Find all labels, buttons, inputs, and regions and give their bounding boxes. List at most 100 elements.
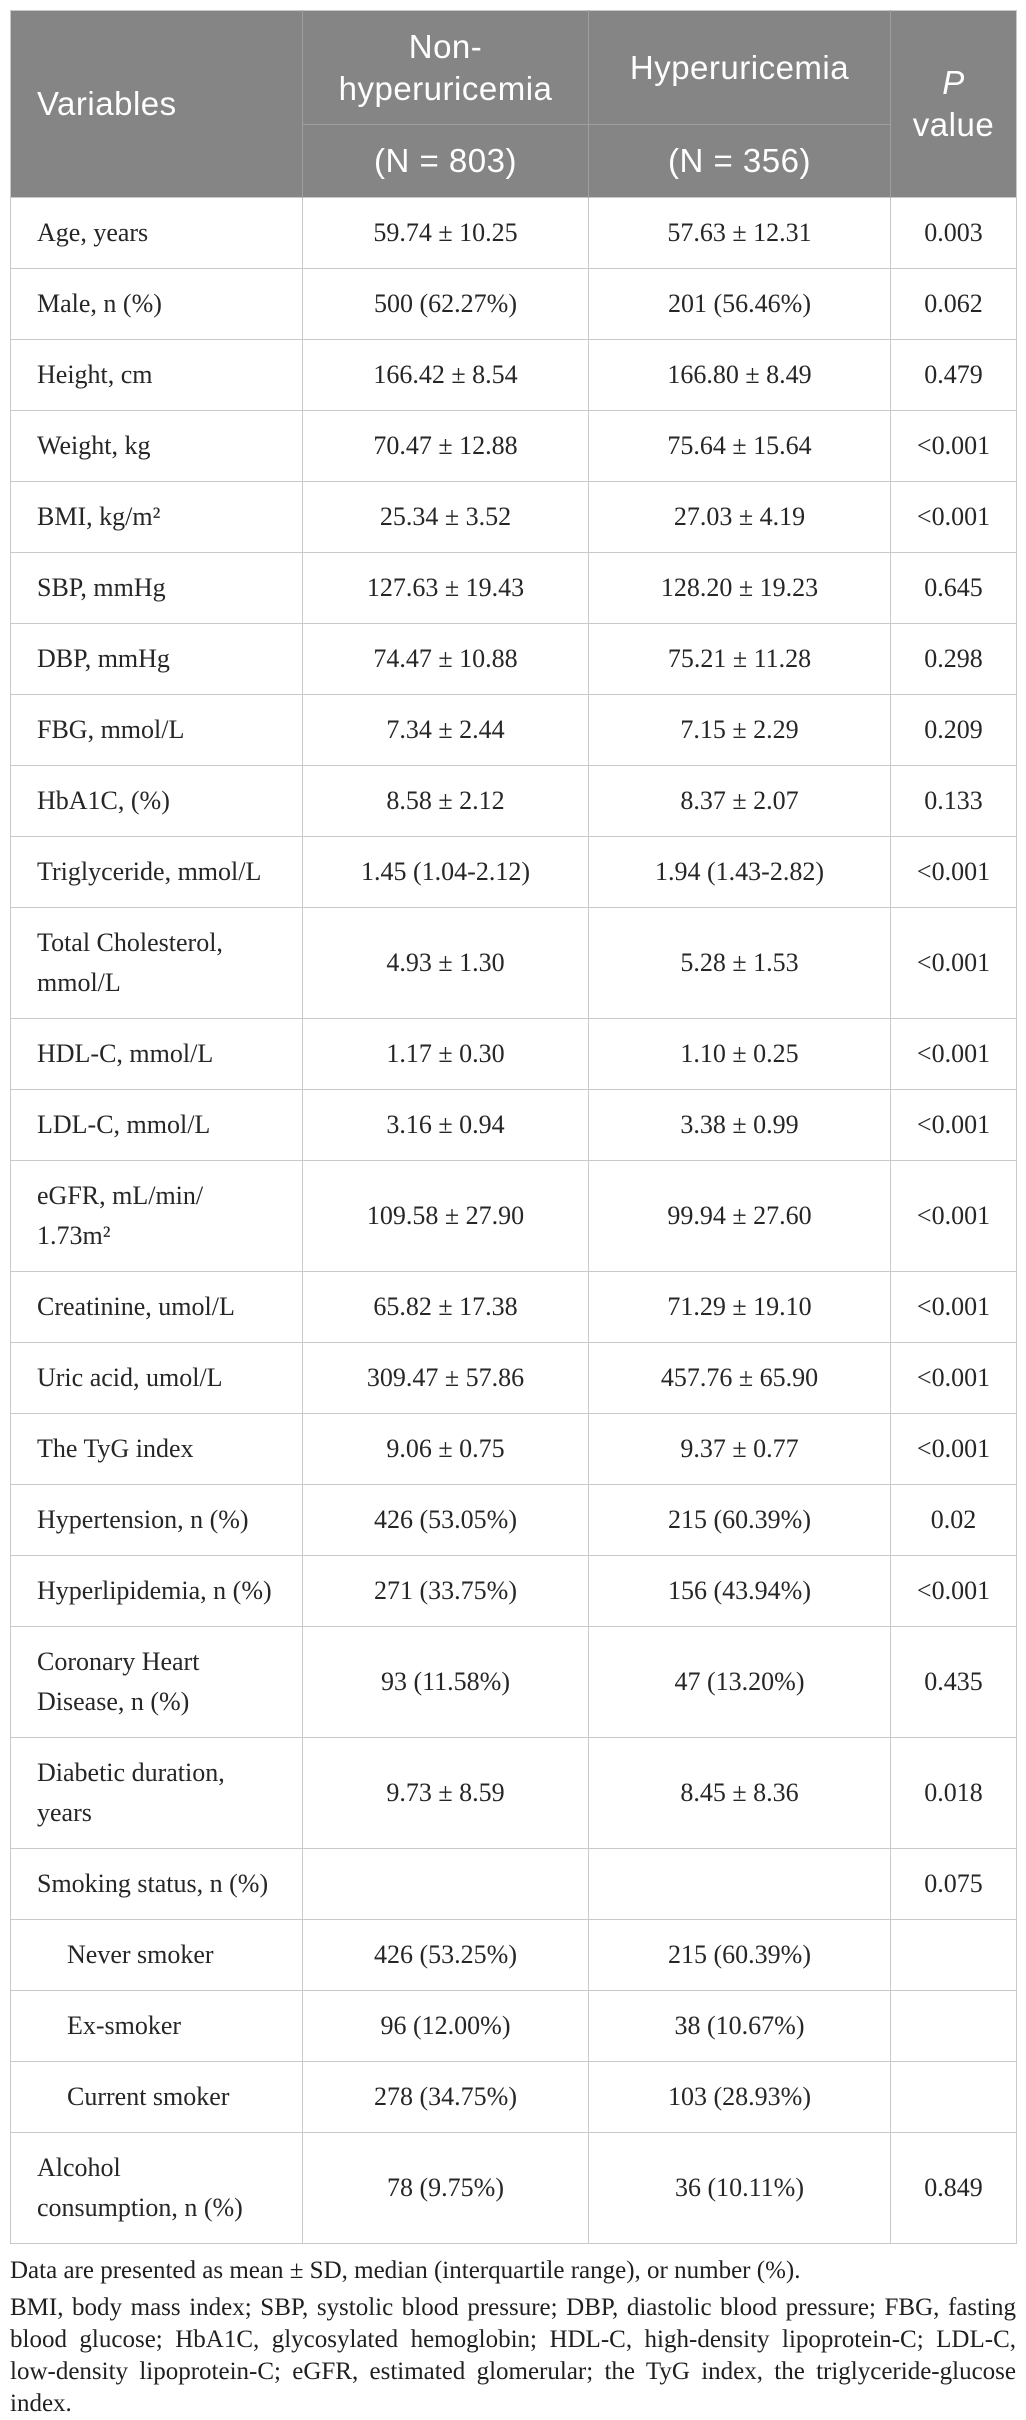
table-header: Variables Non- hyperuricemia Hyperuricem…	[10, 10, 1017, 198]
row-p-value: <0.001	[890, 410, 1017, 482]
row-label: The TyG index	[10, 1413, 303, 1485]
table-row: Weight, kg 70.47 ± 12.88 75.64 ± 15.64 <…	[10, 410, 1017, 482]
row-label: DBP, mmHg	[10, 623, 303, 695]
row-value-hyperuricemia: 27.03 ± 4.19	[588, 481, 891, 553]
row-p-value: 0.133	[890, 765, 1017, 837]
row-p-value: 0.018	[890, 1737, 1017, 1849]
row-value-non-hyperuricemia: 74.47 ± 10.88	[302, 623, 589, 695]
row-value-non-hyperuricemia: 278 (34.75%)	[302, 2061, 589, 2133]
row-value-non-hyperuricemia: 78 (9.75%)	[302, 2132, 589, 2244]
col-header-variables: Variables	[10, 10, 303, 198]
table-row: eGFR, mL/min/ 1.73m² 109.58 ± 27.90 99.9…	[10, 1160, 1017, 1272]
row-label: SBP, mmHg	[10, 552, 303, 624]
row-label: BMI, kg/m²	[10, 481, 303, 553]
table-row: HbA1C, (%) 8.58 ± 2.12 8.37 ± 2.07 0.133	[10, 765, 1017, 837]
row-p-value	[890, 1919, 1017, 1991]
row-value-hyperuricemia: 1.94 (1.43-2.82)	[588, 836, 891, 908]
row-label: Diabetic duration, years	[10, 1737, 303, 1849]
table-row: Age, years 59.74 ± 10.25 57.63 ± 12.31 0…	[10, 197, 1017, 269]
row-label: Uric acid, umol/L	[10, 1342, 303, 1414]
table-row: LDL-C, mmol/L 3.16 ± 0.94 3.38 ± 0.99 <0…	[10, 1089, 1017, 1161]
row-label: Never smoker	[10, 1919, 303, 1991]
row-value-hyperuricemia: 103 (28.93%)	[588, 2061, 891, 2133]
table-row: The TyG index 9.06 ± 0.75 9.37 ± 0.77 <0…	[10, 1413, 1017, 1485]
row-value-hyperuricemia: 47 (13.20%)	[588, 1626, 891, 1738]
row-p-value: 0.075	[890, 1848, 1017, 1920]
row-value-hyperuricemia: 75.21 ± 11.28	[588, 623, 891, 695]
row-value-hyperuricemia: 8.45 ± 8.36	[588, 1737, 891, 1849]
row-label: Hypertension, n (%)	[10, 1484, 303, 1556]
table-row: Smoking status, n (%) 0.075	[10, 1848, 1017, 1920]
row-value-hyperuricemia: 201 (56.46%)	[588, 268, 891, 340]
row-p-value: <0.001	[890, 1018, 1017, 1090]
row-value-non-hyperuricemia: 59.74 ± 10.25	[302, 197, 589, 269]
table-row: Coronary Heart Disease, n (%) 93 (11.58%…	[10, 1626, 1017, 1738]
row-value-non-hyperuricemia: 9.73 ± 8.59	[302, 1737, 589, 1849]
row-value-non-hyperuricemia: 25.34 ± 3.52	[302, 481, 589, 553]
row-value-non-hyperuricemia: 500 (62.27%)	[302, 268, 589, 340]
row-value-hyperuricemia: 215 (60.39%)	[588, 1919, 891, 1991]
p-value-word: value	[912, 106, 995, 143]
row-value-non-hyperuricemia: 166.42 ± 8.54	[302, 339, 589, 411]
row-value-hyperuricemia: 8.37 ± 2.07	[588, 765, 891, 837]
row-p-value: 0.062	[890, 268, 1017, 340]
row-value-non-hyperuricemia: 70.47 ± 12.88	[302, 410, 589, 482]
col-header-non-hyperuricemia: Non- hyperuricemia	[302, 10, 589, 125]
row-label: Creatinine, umol/L	[10, 1271, 303, 1343]
row-label: LDL-C, mmol/L	[10, 1089, 303, 1161]
row-label: Current smoker	[10, 2061, 303, 2133]
row-value-non-hyperuricemia: 426 (53.25%)	[302, 1919, 589, 1991]
row-p-value	[890, 1990, 1017, 2062]
row-value-hyperuricemia: 38 (10.67%)	[588, 1990, 891, 2062]
table-footnotes: Data are presented as mean ± SD, median …	[10, 2255, 1016, 2420]
row-value-hyperuricemia: 5.28 ± 1.53	[588, 907, 891, 1019]
row-p-value: <0.001	[890, 1342, 1017, 1414]
row-value-non-hyperuricemia: 8.58 ± 2.12	[302, 765, 589, 837]
row-p-value: <0.001	[890, 836, 1017, 908]
row-value-hyperuricemia: 7.15 ± 2.29	[588, 694, 891, 766]
row-label: Height, cm	[10, 339, 303, 411]
row-p-value: 0.003	[890, 197, 1017, 269]
row-label: HDL-C, mmol/L	[10, 1018, 303, 1090]
group2-sample-size: (N = 356)	[588, 124, 891, 198]
row-value-hyperuricemia: 457.76 ± 65.90	[588, 1342, 891, 1414]
row-label: Alcohol consumption, n (%)	[10, 2132, 303, 2244]
row-value-non-hyperuricemia	[302, 1848, 589, 1920]
row-value-hyperuricemia: 215 (60.39%)	[588, 1484, 891, 1556]
row-label: FBG, mmol/L	[10, 694, 303, 766]
table-row: Ex-smoker 96 (12.00%) 38 (10.67%)	[10, 1990, 1017, 2062]
row-p-value: 0.209	[890, 694, 1017, 766]
table-row: Hyperlipidemia, n (%) 271 (33.75%) 156 (…	[10, 1555, 1017, 1627]
table-row: BMI, kg/m² 25.34 ± 3.52 27.03 ± 4.19 <0.…	[10, 481, 1017, 553]
row-p-value: <0.001	[890, 1160, 1017, 1272]
row-value-non-hyperuricemia: 93 (11.58%)	[302, 1626, 589, 1738]
row-p-value: <0.001	[890, 481, 1017, 553]
row-value-non-hyperuricemia: 271 (33.75%)	[302, 1555, 589, 1627]
table-row: Alcohol consumption, n (%) 78 (9.75%) 36…	[10, 2132, 1017, 2244]
table-row: Never smoker 426 (53.25%) 215 (60.39%)	[10, 1919, 1017, 1991]
table-row: Total Cholesterol, mmol/L 4.93 ± 1.30 5.…	[10, 907, 1017, 1019]
row-value-hyperuricemia: 9.37 ± 0.77	[588, 1413, 891, 1485]
row-p-value	[890, 2061, 1017, 2133]
row-value-hyperuricemia: 128.20 ± 19.23	[588, 552, 891, 624]
table-body: Age, years 59.74 ± 10.25 57.63 ± 12.31 0…	[10, 197, 1017, 2244]
col-header-p-value: P value	[890, 10, 1017, 198]
row-p-value: 0.435	[890, 1626, 1017, 1738]
row-value-hyperuricemia: 57.63 ± 12.31	[588, 197, 891, 269]
table-row: Current smoker 278 (34.75%) 103 (28.93%)	[10, 2061, 1017, 2133]
table-row: Creatinine, umol/L 65.82 ± 17.38 71.29 ±…	[10, 1271, 1017, 1343]
footnote-data-presentation: Data are presented as mean ± SD, median …	[10, 2257, 801, 2284]
row-value-non-hyperuricemia: 109.58 ± 27.90	[302, 1160, 589, 1272]
row-value-non-hyperuricemia: 1.17 ± 0.30	[302, 1018, 589, 1090]
row-label: Hyperlipidemia, n (%)	[10, 1555, 303, 1627]
table-row: SBP, mmHg 127.63 ± 19.43 128.20 ± 19.23 …	[10, 552, 1017, 624]
row-value-non-hyperuricemia: 65.82 ± 17.38	[302, 1271, 589, 1343]
row-label: Male, n (%)	[10, 268, 303, 340]
table-row: Diabetic duration, years 9.73 ± 8.59 8.4…	[10, 1737, 1017, 1849]
row-label: Age, years	[10, 197, 303, 269]
row-value-non-hyperuricemia: 96 (12.00%)	[302, 1990, 589, 2062]
row-value-hyperuricemia: 166.80 ± 8.49	[588, 339, 891, 411]
table-row: Triglyceride, mmol/L 1.45 (1.04-2.12) 1.…	[10, 836, 1017, 908]
row-label: Smoking status, n (%)	[10, 1848, 303, 1920]
table-row: Hypertension, n (%) 426 (53.05%) 215 (60…	[10, 1484, 1017, 1556]
